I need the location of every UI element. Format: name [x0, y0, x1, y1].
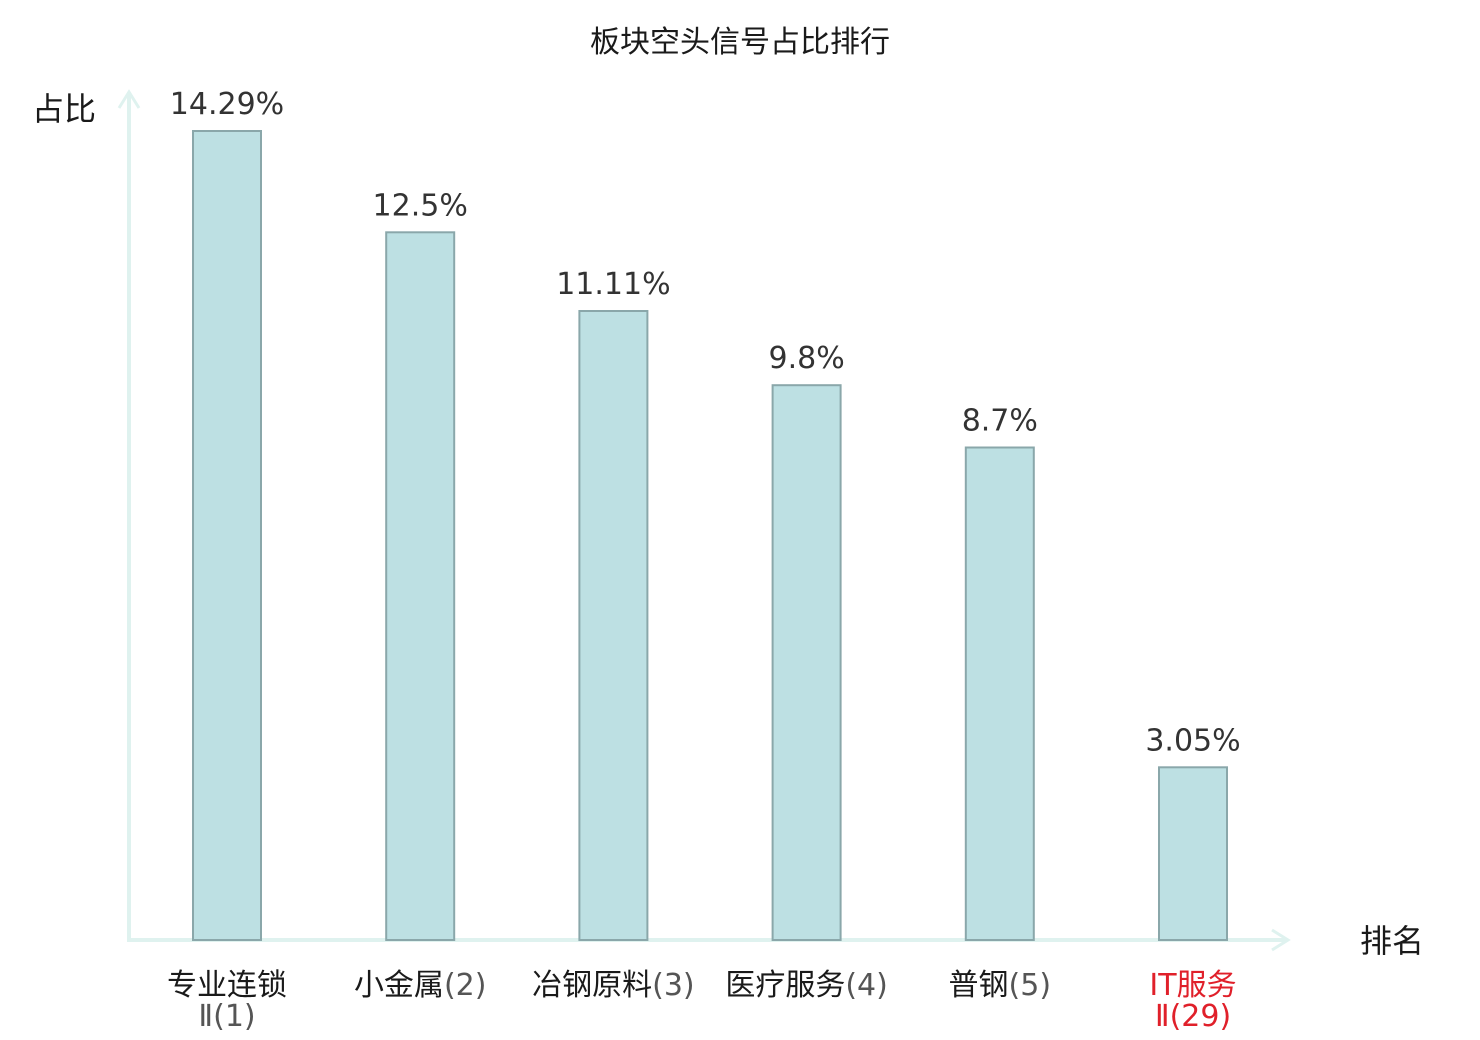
x-axis-label: 排名 — [1360, 922, 1424, 960]
category-label-4: 医疗服务(4) — [725, 968, 888, 1003]
category-line-1: 专业连锁 — [167, 968, 287, 1003]
bar-6 — [1158, 766, 1228, 941]
value-label-2: 12.5% — [373, 188, 468, 223]
value-label-3: 11.11% — [556, 267, 670, 302]
y-axis-label: 占比 — [32, 90, 96, 128]
bar-1 — [192, 130, 262, 941]
category-line-1: 小金属(2) — [354, 968, 487, 1003]
bar-4 — [771, 384, 842, 941]
category-label-2: 小金属(2) — [354, 968, 487, 1003]
bar-series — [192, 130, 1228, 942]
category-line-2: Ⅱ(1) — [198, 999, 255, 1034]
bar-3 — [578, 310, 649, 941]
category-label-3: 冶钢原料(3) — [532, 968, 695, 1003]
bar-5 — [964, 446, 1035, 941]
category-line-1: 冶钢原料(3) — [532, 968, 695, 1003]
bar-2 — [385, 231, 456, 942]
category-label-5: 普钢(5) — [949, 968, 1052, 1003]
category-line-2: Ⅱ(29) — [1155, 999, 1231, 1034]
category-line-1: 普钢(5) — [949, 968, 1052, 1003]
category-line-1: 医疗服务(4) — [725, 968, 888, 1003]
x-axis-arrow — [1271, 928, 1291, 952]
y-axis-arrow — [117, 89, 141, 109]
value-label-6: 3.05% — [1145, 723, 1240, 758]
category-line-1: IT服务 — [1149, 968, 1236, 1003]
chart-title: 板块空头信号占比排行 — [590, 25, 890, 60]
value-label-1: 14.29% — [170, 87, 284, 122]
value-label-5: 8.7% — [962, 404, 1038, 439]
value-label-4: 9.8% — [768, 341, 844, 376]
value-labels: 14.29% 12.5% 11.11% 9.8% 8.7% 3.05% — [170, 87, 1241, 758]
